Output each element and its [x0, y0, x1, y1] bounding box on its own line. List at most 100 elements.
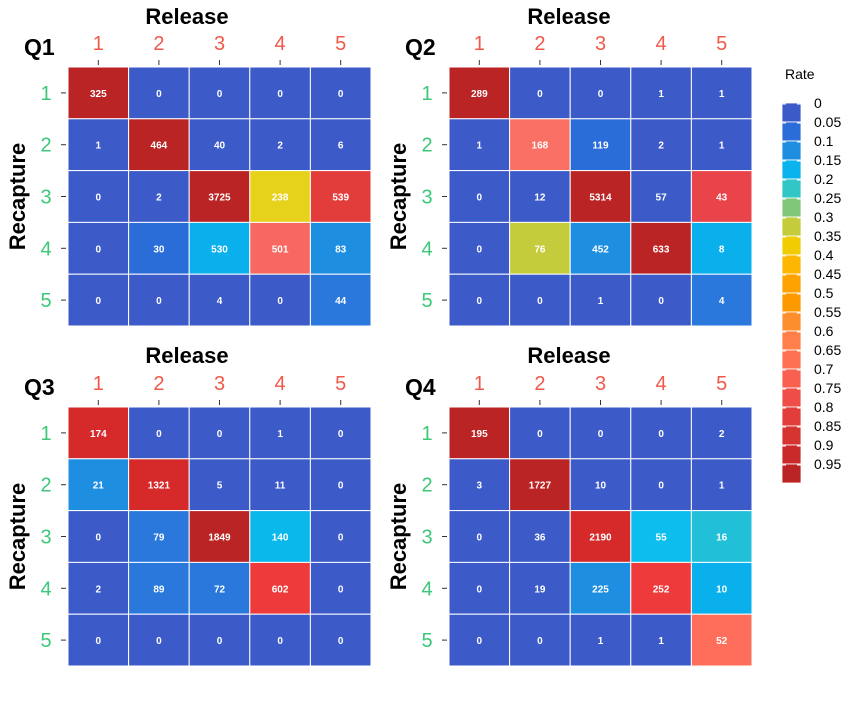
x-tick-label: 2	[534, 373, 545, 395]
cell-value-label: 501	[272, 244, 289, 255]
heatmap-cell	[128, 170, 190, 223]
x-tick-label: 5	[335, 33, 346, 55]
cell-value-label: 0	[537, 89, 543, 100]
heatmap-cell	[249, 118, 311, 172]
cell-value-label: 0	[477, 584, 483, 595]
y-tick-label: 5	[40, 630, 51, 652]
heatmap-cell	[249, 458, 311, 512]
cell-value-label: 1321	[148, 481, 171, 492]
heatmap-cell	[67, 613, 130, 667]
heatmap-cell	[630, 273, 692, 327]
heatmap-cell	[67, 561, 130, 615]
y-tick-label: 3	[40, 187, 51, 209]
cell-value-label: 0	[217, 429, 223, 440]
cell-value-label: 44	[335, 296, 347, 307]
heatmap-cell	[448, 406, 511, 460]
legend-label: 0.75	[814, 380, 841, 396]
cell-value-label: 0	[338, 584, 344, 595]
cell-value-label: 0	[598, 89, 604, 100]
heatmap-cell	[569, 613, 632, 667]
heatmap-cell	[630, 118, 692, 172]
cell-value-label: 0	[477, 533, 483, 544]
cell-value-label: 602	[272, 584, 289, 595]
heatmap-cell	[188, 221, 251, 275]
heatmap-cell	[67, 118, 130, 172]
cell-value-label: 452	[592, 244, 609, 255]
panel-title: Q3	[24, 374, 55, 400]
legend-label: 0.45	[814, 266, 841, 282]
y-tick-label: 2	[421, 135, 432, 157]
cell-value-label: 0	[338, 429, 344, 440]
legend-label: 0	[814, 95, 822, 111]
y-tick-label: 5	[40, 290, 51, 312]
y-tick-label: 2	[40, 135, 51, 157]
y-tick-label: 1	[421, 83, 432, 105]
cell-value-label: 4	[217, 296, 223, 307]
x-tick-label: 2	[153, 33, 164, 55]
legend-label: 0.7	[814, 361, 834, 377]
heatmap-cell	[509, 613, 571, 667]
cell-value-label: 1	[96, 141, 102, 152]
legend-label: 0.25	[814, 190, 841, 206]
cell-value-label: 3725	[208, 193, 231, 204]
cell-value-label: 6	[338, 141, 344, 152]
legend-swatch	[781, 292, 802, 313]
heatmap-cell	[188, 118, 251, 172]
cell-value-label: 0	[658, 429, 664, 440]
heatmap-cell	[690, 66, 753, 120]
legend-swatch	[781, 311, 802, 332]
cell-value-label: 83	[335, 244, 347, 255]
legend-label: 0.35	[814, 228, 841, 244]
cell-value-label: 464	[151, 141, 168, 152]
heatmap-cell	[509, 273, 571, 327]
cell-value-label: 252	[653, 584, 670, 595]
cell-value-label: 2	[658, 141, 664, 152]
y-tick-label: 3	[421, 527, 432, 549]
cell-value-label: 530	[211, 244, 228, 255]
heatmap-cell	[249, 406, 311, 460]
cell-value-label: 1	[719, 481, 725, 492]
heatmap-cell	[630, 510, 692, 563]
legend-swatch	[781, 444, 802, 465]
heatmap-cell	[128, 118, 190, 172]
cell-value-label: 0	[96, 533, 102, 544]
legend-swatch	[781, 140, 802, 161]
heatmap-cell	[630, 561, 692, 615]
heatmap-cell	[630, 170, 692, 223]
heatmap-cell	[249, 273, 311, 327]
cell-value-label: 0	[156, 296, 162, 307]
heatmap-cell	[448, 273, 511, 327]
cell-value-label: 168	[532, 141, 549, 152]
heatmap-panel-q3: Q3 Release 1 2 3 4 5 1 2 3 4 5 Recapture 174 0 0 1 0 21 132…	[5, 343, 372, 667]
cell-value-label: 0	[658, 296, 664, 307]
legend-label: 0.65	[814, 342, 841, 358]
heatmap-cell	[569, 170, 632, 223]
legend-swatch	[781, 197, 802, 218]
heatmap-cell	[188, 458, 251, 512]
cell-value-label: 1849	[208, 533, 231, 544]
legend-swatch	[781, 273, 802, 294]
cell-value-label: 36	[534, 533, 546, 544]
cell-value-label: 325	[90, 89, 107, 100]
x-tick-label: 5	[716, 33, 727, 55]
cell-value-label: 0	[477, 244, 483, 255]
legend-label: 0.85	[814, 418, 841, 434]
legend-swatch	[781, 121, 802, 142]
cell-value-label: 0	[537, 296, 543, 307]
legend-label: 0.2	[814, 171, 834, 187]
heatmap-cell	[309, 170, 372, 223]
heatmap-cell	[67, 221, 130, 275]
y-tick-label: 3	[421, 187, 432, 209]
cell-value-label: 72	[214, 584, 226, 595]
heatmap-cell	[128, 406, 190, 460]
heatmap-cell	[690, 118, 753, 172]
legend-swatch	[781, 387, 802, 408]
x-tick-label: 3	[214, 373, 225, 395]
cell-value-label: 4	[719, 296, 725, 307]
x-tick-label: 4	[275, 33, 286, 55]
legend-swatch	[781, 159, 802, 180]
x-tick-label: 4	[656, 33, 667, 55]
heatmap-cell	[509, 221, 571, 275]
legend-label: 0.95	[814, 456, 841, 472]
y-tick-label: 2	[421, 475, 432, 497]
